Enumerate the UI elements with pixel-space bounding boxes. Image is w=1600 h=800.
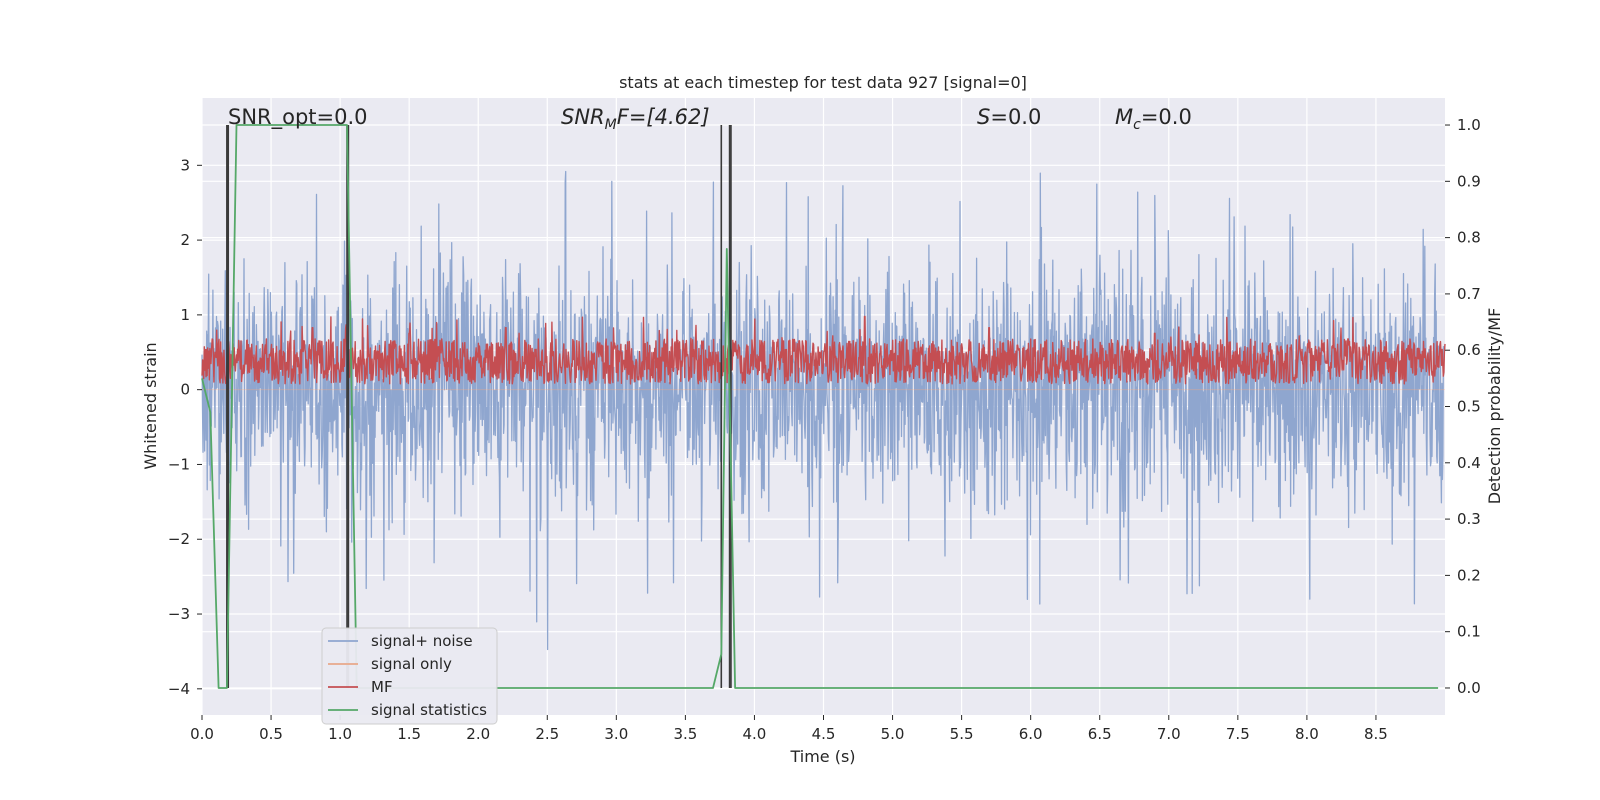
x-tick-label: 1.0 [328, 725, 352, 743]
x-tick-label: 5.0 [881, 725, 905, 743]
x-tick-label: 0.5 [259, 725, 283, 743]
y-tick-label: −4 [168, 680, 190, 698]
legend-label-signal-noise: signal+ noise [371, 632, 473, 650]
annotation-mc-sub: c [1133, 117, 1141, 133]
x-tick-label: 2.5 [535, 725, 559, 743]
legend-label-signal-only: signal only [371, 655, 452, 673]
signal-statistics-line [201, 124, 1439, 689]
y-tick-label: −3 [168, 605, 190, 623]
y2-tick-label: 1.0 [1457, 116, 1481, 134]
y2-tick-label: 0.5 [1457, 398, 1481, 416]
y-tick-label: −1 [168, 455, 190, 473]
y2-tick-label: 0.3 [1457, 510, 1481, 528]
annotation-snr-mf-base: SNR [561, 105, 605, 129]
mf-series [201, 315, 1446, 385]
y2-tick-label: 0.9 [1457, 172, 1481, 190]
annotation-s-rest: =0.0 [990, 105, 1041, 129]
annotation-mc: Mc=0.0 [1115, 105, 1192, 133]
annotation-mc-base: M [1115, 105, 1133, 129]
y-tick-label: 2 [180, 231, 190, 249]
y2-tick-label: 0.4 [1457, 454, 1481, 472]
annotation-snr-mf-rest: F=[4.62] [617, 105, 710, 129]
signal-noise-series [201, 170, 1446, 651]
annotation-s: S=0.0 [977, 105, 1041, 129]
legend-box [321, 627, 498, 725]
y-axis-label: Whitened strain [141, 342, 160, 469]
legend: signal+ noise signal only MF signal stat… [321, 627, 498, 725]
y2-axis-label: Detection probability/MF [1485, 308, 1504, 505]
axis-ticks: 0.0 0.5 1.0 1.5 2.0 2.5 3.0 3.5 4.0 4.5 5.0 5.5 6.0 6… [168, 116, 1481, 743]
x-tick-label: 5.5 [950, 725, 974, 743]
x-axis-label: Time (s) [789, 747, 855, 766]
annotation-s-var: S [977, 105, 990, 129]
y2-tick-label: 0.1 [1457, 623, 1481, 641]
signal-noise-line [201, 170, 1446, 651]
legend-label-signal-statistics: signal statistics [371, 701, 487, 719]
y2-tick-label: 0.7 [1457, 285, 1481, 303]
y-tick-label: 3 [180, 156, 190, 174]
annotation-snr-mf: SNRMF=[4.62] [561, 105, 710, 133]
annotation-snr-opt: SNR_opt=0.0 [228, 105, 368, 130]
x-tick-label: 7.5 [1226, 725, 1250, 743]
x-tick-label: 4.5 [812, 725, 836, 743]
x-tick-label: 2.0 [466, 725, 490, 743]
x-tick-label: 6.0 [1019, 725, 1043, 743]
x-tick-label: 6.5 [1088, 725, 1112, 743]
y-tick-label: 1 [180, 306, 190, 324]
signal-statistics-series [201, 124, 1439, 689]
y2-tick-label: 0.8 [1457, 229, 1481, 247]
y2-tick-label: 0.2 [1457, 566, 1481, 584]
y2-tick-label: 0.6 [1457, 341, 1481, 359]
mf-line [201, 315, 1446, 385]
x-tick-label: 3.0 [604, 725, 628, 743]
x-tick-label: 8.0 [1295, 725, 1319, 743]
x-tick-label: 1.5 [397, 725, 421, 743]
annotation-snr-mf-sub: M [605, 117, 617, 133]
y-tick-label: 0 [180, 381, 190, 399]
chart-title: stats at each timestep for test data 927… [619, 73, 1027, 92]
annotation-mc-rest: =0.0 [1141, 105, 1192, 129]
y-tick-label: −2 [168, 530, 190, 548]
x-tick-label: 4.0 [743, 725, 767, 743]
x-tick-label: 8.5 [1364, 725, 1388, 743]
legend-label-mf: MF [371, 678, 393, 696]
x-tick-label: 7.0 [1157, 725, 1181, 743]
y2-tick-label: 0.0 [1457, 679, 1481, 697]
x-tick-label: 0.0 [190, 725, 214, 743]
x-tick-label: 3.5 [673, 725, 697, 743]
